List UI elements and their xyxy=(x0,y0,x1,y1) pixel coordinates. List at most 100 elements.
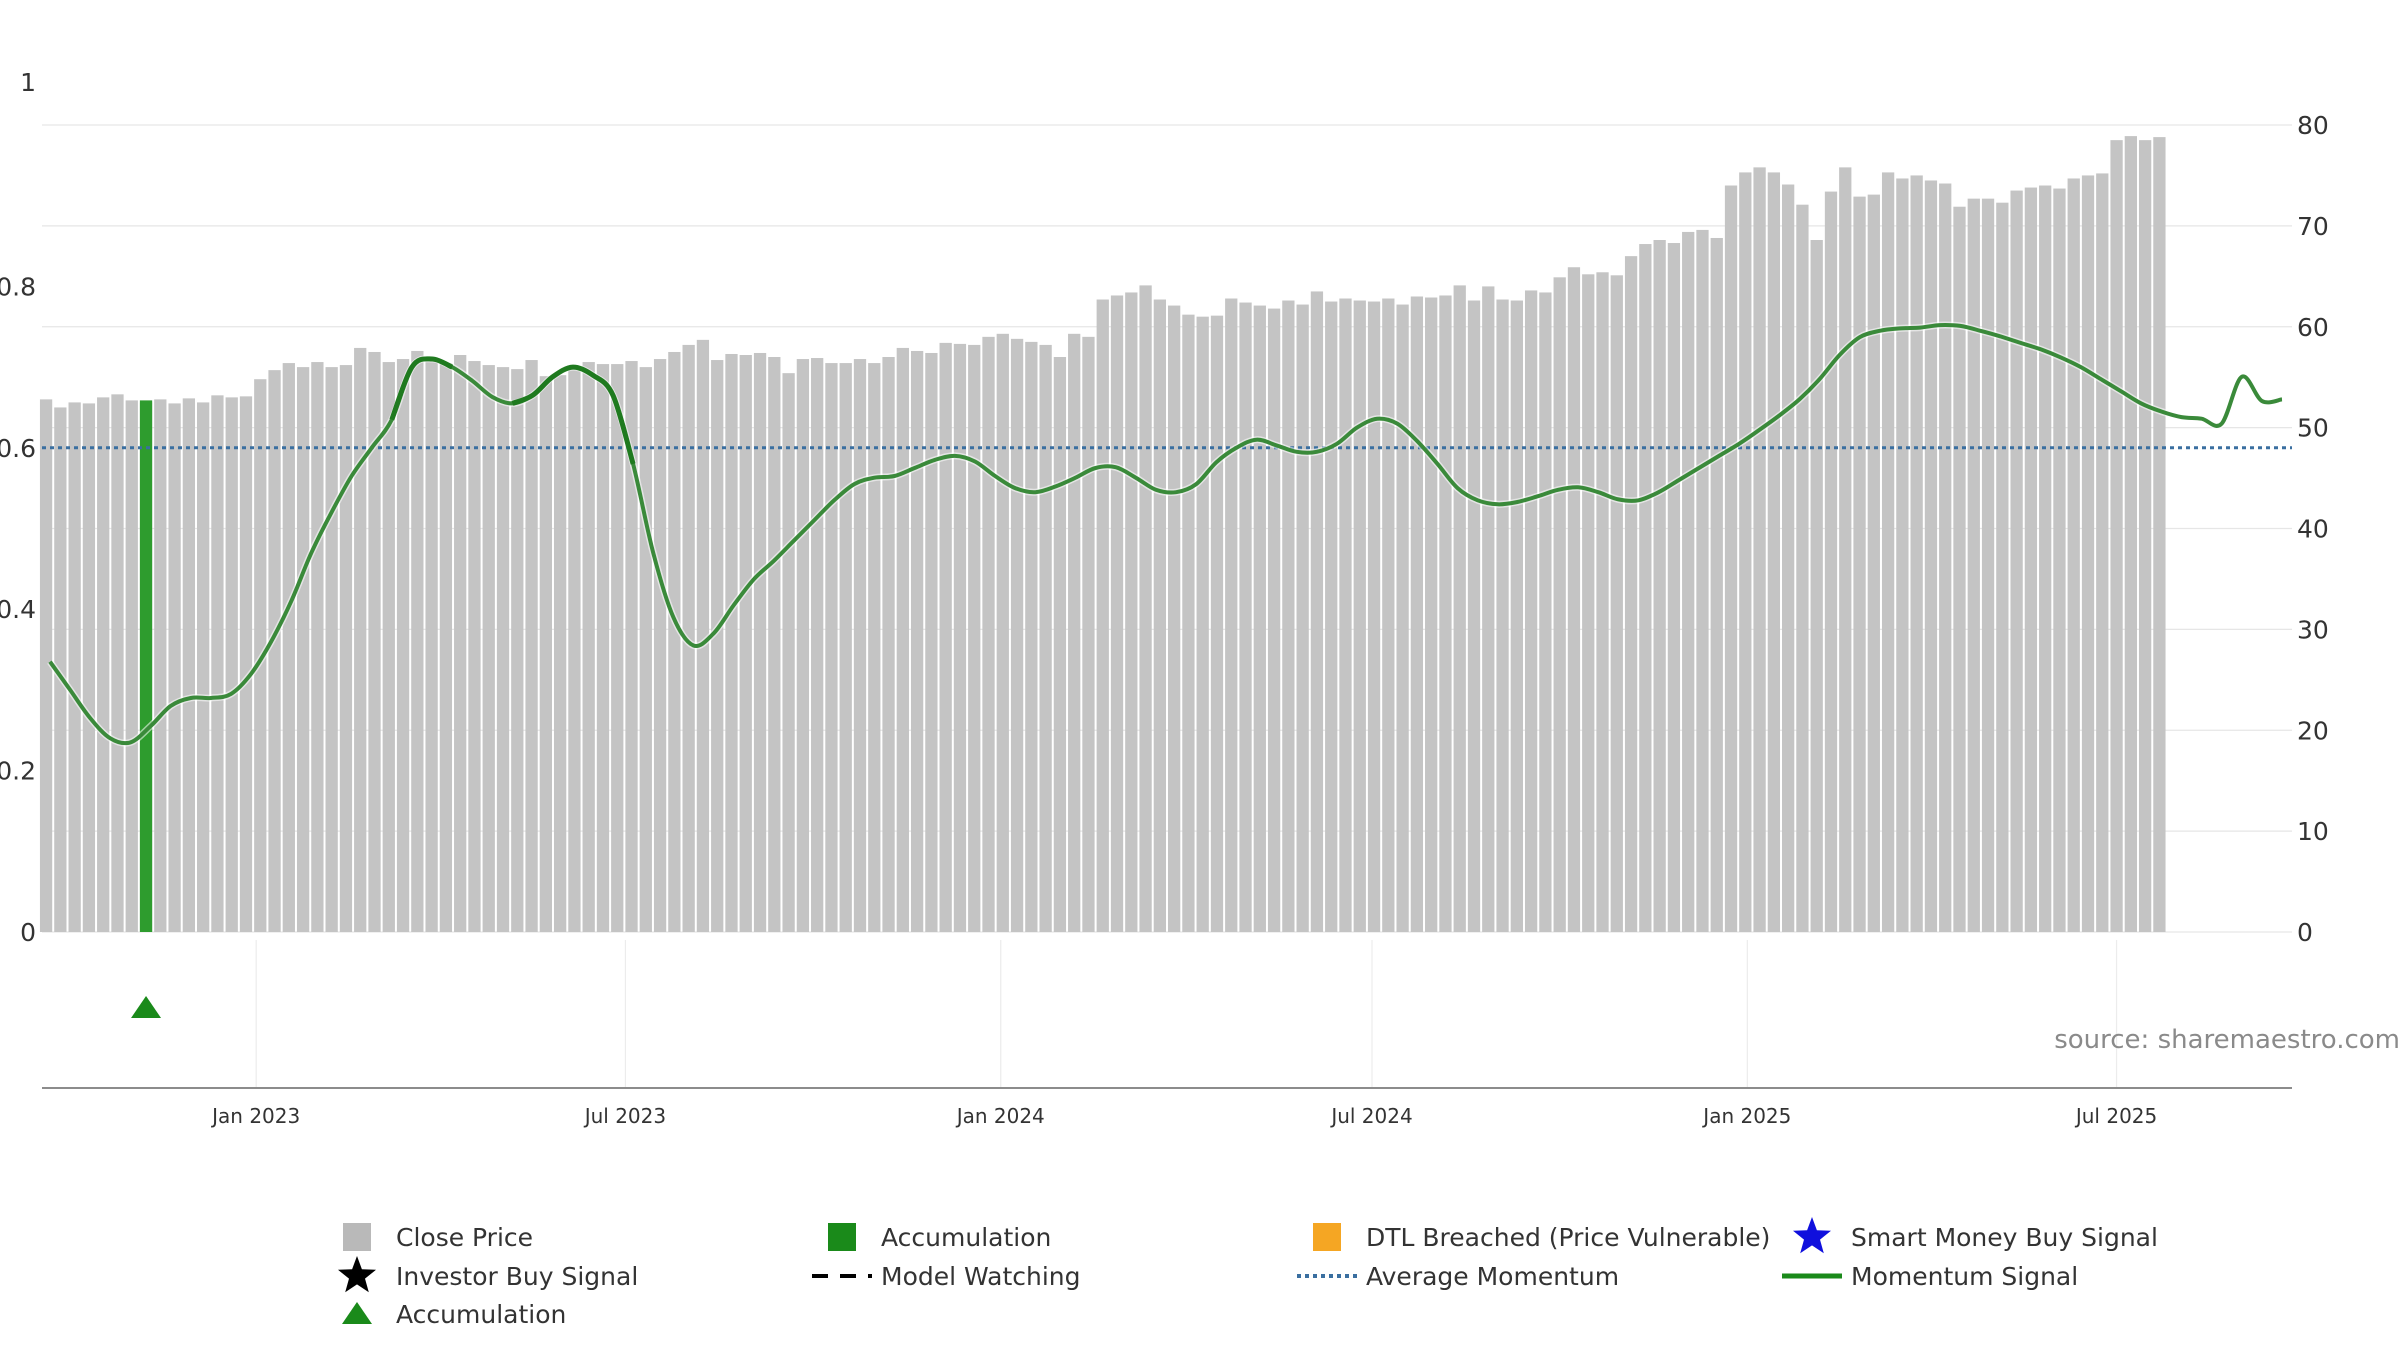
close-price-bar xyxy=(811,358,824,932)
left-axis-tick-label: 0.6 xyxy=(0,434,36,463)
close-price-bar xyxy=(1482,286,1495,932)
signal-markers xyxy=(131,996,162,1018)
legend-square-icon xyxy=(1313,1223,1341,1251)
close-price-bar xyxy=(1410,296,1424,932)
close-price-bar xyxy=(1139,285,1152,932)
legend-item: Momentum Signal xyxy=(1782,1262,2078,1291)
legend-label: Investor Buy Signal xyxy=(396,1262,638,1291)
x-axis-tick-label: Jan 2023 xyxy=(210,1104,300,1128)
close-price-bar xyxy=(1996,202,2009,932)
x-axis-tick-label: Jul 2023 xyxy=(583,1104,666,1128)
legend-square-icon xyxy=(343,1223,371,1251)
close-price-bar xyxy=(1924,180,1938,932)
close-price-bar xyxy=(1339,298,1352,932)
close-price-bar xyxy=(2138,140,2152,933)
close-price-bar xyxy=(1767,172,1781,932)
close-price-bar xyxy=(1467,300,1481,933)
close-price-bar xyxy=(1425,297,1438,933)
close-price-bar xyxy=(1196,316,1209,933)
close-price-bar xyxy=(1881,172,1895,932)
close-price-bar xyxy=(225,397,238,932)
close-price-bar xyxy=(996,333,1009,932)
close-price-bar xyxy=(1753,167,1766,932)
close-price-bar xyxy=(1096,299,1109,932)
accumulation-marker xyxy=(131,996,162,1018)
momentum-signal-highlight xyxy=(511,364,636,465)
close-price-bar xyxy=(439,363,453,932)
close-price-bar xyxy=(1439,295,1452,932)
legend-item: Investor Buy Signal xyxy=(338,1256,638,1293)
close-price-bar xyxy=(668,351,681,932)
legend-square-icon xyxy=(828,1223,856,1251)
legend-label: Average Momentum xyxy=(1366,1262,1619,1291)
close-price-bar xyxy=(1567,267,1581,932)
close-price-bar xyxy=(2067,178,2080,932)
close-price-bar xyxy=(454,354,467,932)
legend-item: Average Momentum xyxy=(1297,1262,1619,1291)
close-price-bar xyxy=(511,369,524,932)
right-axis-tick-label: 60 xyxy=(2297,313,2329,342)
close-price-bar xyxy=(1824,191,1838,932)
close-price-bar xyxy=(482,365,495,932)
close-price-bar xyxy=(611,364,624,933)
close-price-bar xyxy=(1010,338,1024,933)
close-price-bar xyxy=(1810,239,1823,932)
close-price-bar xyxy=(1896,178,1909,932)
right-axis-tick-label: 40 xyxy=(2297,515,2329,544)
close-price-bar xyxy=(968,344,981,933)
close-price-bar xyxy=(1453,285,1466,932)
close-price-bar xyxy=(1253,305,1266,932)
close-price-bar xyxy=(468,361,481,932)
close-price-bar xyxy=(1696,229,1709,932)
close-price-bar xyxy=(639,367,652,933)
axes: 0 10 20 30 40 50 60 70 80 0 0.2 0.4 0.6 0.8 1 Jan 2023 J… xyxy=(0,68,2329,1128)
close-price-bar xyxy=(725,353,738,933)
close-price-bar xyxy=(1939,183,1952,932)
close-price-bar xyxy=(1210,315,1224,932)
close-price-bar xyxy=(1382,298,1395,932)
close-price-bar xyxy=(653,359,667,932)
close-price-bar xyxy=(1310,291,1324,933)
close-price-bar xyxy=(525,360,538,932)
close-price-bar xyxy=(2124,136,2137,932)
close-price-bar xyxy=(182,398,196,933)
close-price-bar xyxy=(582,362,595,932)
close-price-bar xyxy=(696,339,710,932)
close-price-bar xyxy=(111,394,124,932)
close-price-bar xyxy=(154,399,167,932)
close-price-bar xyxy=(1068,333,1081,932)
close-price-bar xyxy=(1839,167,1852,932)
close-price-bar xyxy=(82,403,96,932)
close-price-bar xyxy=(925,352,938,932)
close-price-bar xyxy=(2024,187,2038,933)
close-price-bar xyxy=(1153,299,1167,932)
close-price-bar xyxy=(1639,244,1652,933)
legend-label: Momentum Signal xyxy=(1851,1262,2078,1291)
close-price-bar xyxy=(339,365,353,932)
legend-label: Close Price xyxy=(396,1223,533,1252)
close-price-bar xyxy=(1853,196,1866,933)
legend-item: Accumulation xyxy=(342,1300,566,1329)
close-price-bar xyxy=(382,362,395,932)
x-axis-tick-label: Jan 2024 xyxy=(955,1104,1045,1128)
close-price-bar xyxy=(168,403,181,932)
right-axis-tick-label: 0 xyxy=(2297,918,2313,947)
close-price-bar xyxy=(1225,298,1238,932)
close-price-bar xyxy=(2039,185,2052,932)
close-price-bar xyxy=(982,336,995,932)
close-price-bar xyxy=(896,347,909,933)
right-axis-tick-label: 50 xyxy=(2297,414,2329,443)
momentum-signal-layer xyxy=(47,321,2283,747)
close-price-bar xyxy=(1125,292,1138,932)
close-price-bar xyxy=(596,364,610,933)
legend-item: Accumulation xyxy=(828,1223,1051,1252)
close-price-bar xyxy=(368,351,381,932)
close-price-bars xyxy=(39,136,2166,933)
close-price-bar xyxy=(2010,190,2023,933)
left-axis-tick-label: 1 xyxy=(20,68,36,97)
right-axis-tick-label: 20 xyxy=(2297,716,2329,745)
close-price-bar xyxy=(1582,274,1595,932)
close-price-bar xyxy=(282,363,295,932)
x-axis-tick-label: Jul 2024 xyxy=(1329,1104,1412,1128)
